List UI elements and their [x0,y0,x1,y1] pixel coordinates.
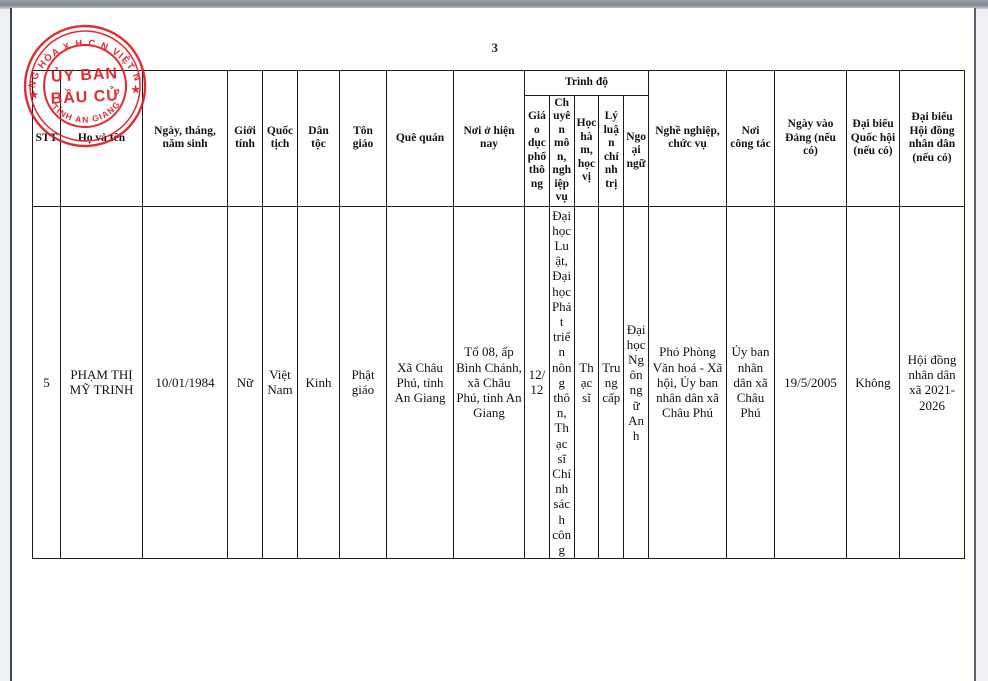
candidate-list-table: STT Họ và tên Ngày, tháng, năm sinh Giới… [32,70,965,560]
table-header: STT Họ và tên Ngày, tháng, năm sinh Giới… [32,70,965,207]
col-header-job: Nghề nghiệp, chức vụ [648,70,727,207]
cell-nationality: Việt Nam [262,205,298,560]
cell-job: Phó Phòng Văn hoá - Xã hội, Ủy ban nhân … [648,205,727,560]
col-header-sex: Giới tính [227,70,263,207]
cell-profession: Đại học Luật, Đại học Phát triển nông th… [548,205,575,560]
cell-ethnicity: Kinh [297,205,340,560]
col-header-hometown: Quê quán [386,70,454,207]
col-header-academic: Học hàm, học vị [573,95,600,207]
cell-language: Đại học Ngôn ngữ Anh [623,205,649,560]
cell-sex: Nữ [227,205,263,560]
table-row: 5 PHẠM THỊ MỸ TRINH 10/01/1984 Nữ Việt N… [32,205,965,560]
col-header-workplace: Nơi công tác [726,70,775,207]
cell-dob: 10/01/1984 [142,205,228,560]
col-header-education: Giáo dục phổ thông [524,95,550,207]
cell-education: 12/12 [524,205,550,560]
table-header-row-2: Giáo dục phổ thông Chuyên môn, nghiệp vụ… [33,95,965,207]
page-number: 3 [491,40,499,55]
col-header-stt: STT [32,70,61,207]
col-header-religion: Tôn giáo [339,70,387,207]
scan-top-edge [0,0,988,9]
col-header-name: Họ và tên [60,70,143,207]
table-header-row-1: STT Họ và tên Ngày, tháng, năm sinh Giới… [32,70,965,207]
cell-religion: Phật giáo [339,205,387,560]
cell-workplace: Ủy ban nhân dân xã Châu Phú [726,205,775,560]
col-header-group-qualification: Trình độ [524,70,649,96]
col-header-nationality: Quốc tịch [262,70,298,207]
col-header-dob: Ngày, tháng, năm sinh [142,70,228,207]
col-header-people-council: Đại biểu Hội đồng nhân dân (nếu có) [899,70,965,207]
cell-stt: 5 [32,205,61,560]
cell-hometown: Xã Châu Phú, tỉnh An Giang [386,205,454,560]
col-header-ethnicity: Dân tộc [297,70,340,207]
col-header-profession: Chuyên môn, nghiệp vụ [548,95,575,207]
table-body: 5 PHẠM THỊ MỸ TRINH 10/01/1984 Nữ Việt N… [32,205,965,560]
col-header-language: Ngoại ngữ [623,95,649,207]
cell-address: Tổ 08, ấp Bình Chánh, xã Châu Phú, tỉnh … [453,205,525,560]
col-header-politics: Lý luận chính trị [598,95,625,207]
cell-people-council: Hội đồng nhân dân xã 2021-2026 [899,205,965,560]
col-header-national-assembly: Đại biểu Quốc hội (nếu có) [846,70,900,207]
col-header-address: Nơi ở hiện nay [453,70,525,207]
scanned-page: 3 CỘNG HÒA X.H.C.N VIỆT NAM TỈNH AN GIAN… [10,8,976,681]
cell-national-assembly: Không [846,205,900,560]
col-header-party-date: Ngày vào Đảng (nếu có) [774,70,847,207]
cell-party-date: 19/5/2005 [774,205,847,560]
cell-politics: Trung cấp [598,205,625,560]
cell-academic: Thạc sĩ [573,205,600,560]
cell-name: PHẠM THỊ MỸ TRINH [60,205,143,560]
